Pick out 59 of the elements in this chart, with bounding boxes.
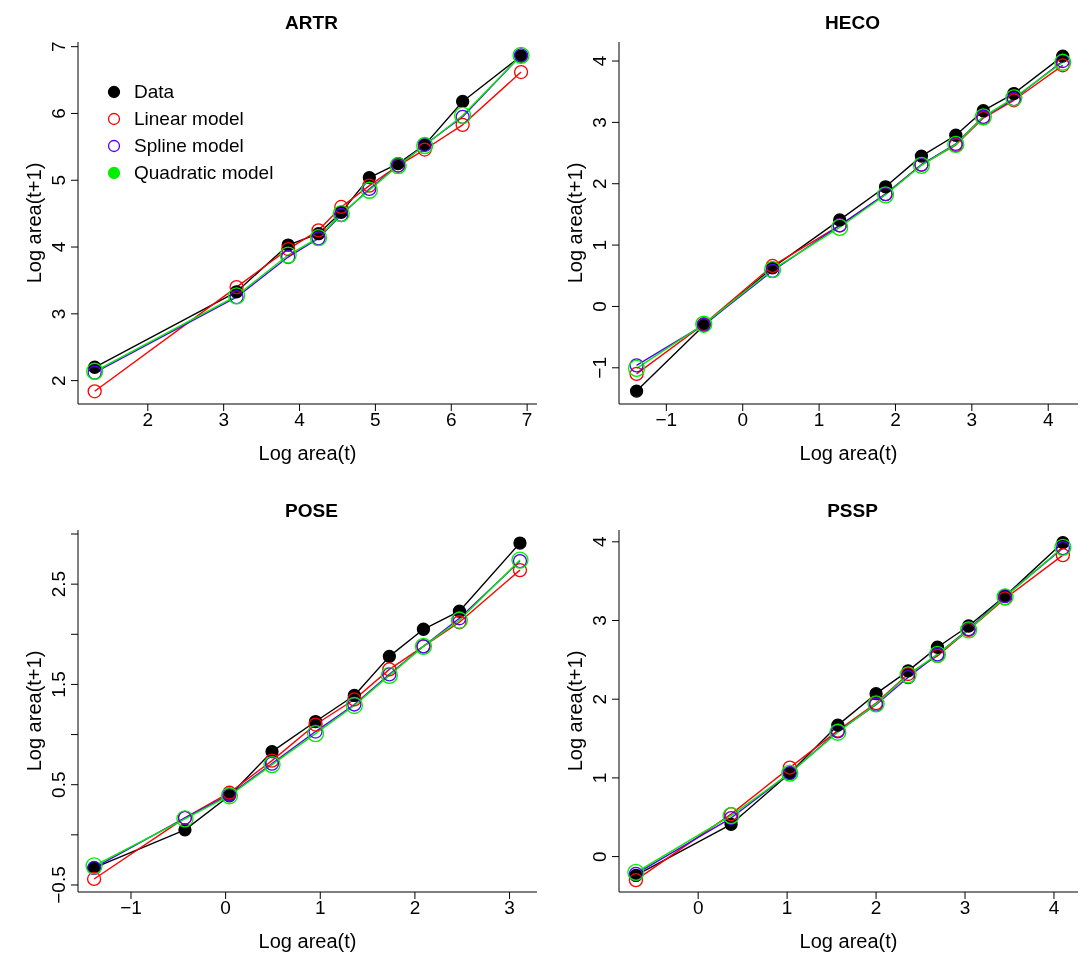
y-tick-label: 2 bbox=[589, 693, 610, 705]
y-tick-label: 0 bbox=[589, 851, 610, 862]
x-tick-label: 4 bbox=[1048, 897, 1060, 919]
y-tick-label: 1 bbox=[589, 239, 610, 251]
y-axis-title: Log area(t+1) bbox=[564, 162, 587, 284]
y-tick-label: 0.5 bbox=[48, 771, 69, 798]
x-tick-label: −1 bbox=[120, 897, 142, 919]
y-tick-label: 3 bbox=[589, 615, 610, 626]
y-tick-label: 5 bbox=[48, 174, 69, 186]
chart-title: ARTR bbox=[284, 12, 339, 34]
y-tick-label: 2 bbox=[589, 178, 610, 190]
y-axis-title: Log area(t+1) bbox=[564, 650, 587, 772]
x-tick-label: 3 bbox=[504, 897, 515, 919]
x-tick-label: 6 bbox=[445, 409, 457, 431]
chart-title: HECO bbox=[824, 12, 881, 34]
legend-label: Data bbox=[134, 80, 175, 104]
chart-title: POSE bbox=[284, 500, 339, 522]
x-tick-label: 3 bbox=[959, 897, 971, 919]
y-tick-label: 4 bbox=[589, 55, 610, 67]
x-tick-label: 0 bbox=[737, 409, 749, 431]
x-tick-label: 2 bbox=[142, 409, 154, 431]
y-tick-label: 7 bbox=[48, 41, 69, 52]
x-axis-title: Log area(t) bbox=[258, 442, 357, 464]
x-tick-label: 1 bbox=[813, 409, 825, 431]
y-tick-label: 1.5 bbox=[48, 671, 69, 698]
y-tick-label: 1 bbox=[589, 772, 610, 784]
y-axis-title: Log area(t+1) bbox=[23, 162, 46, 284]
x-tick-label: 3 bbox=[966, 409, 978, 431]
y-axis-title: Log area(t+1) bbox=[23, 650, 46, 772]
x-tick-label: −1 bbox=[655, 409, 678, 431]
x-tick-label: 0 bbox=[692, 897, 704, 919]
x-axis-title: Log area(t) bbox=[799, 930, 898, 952]
y-tick-label: 2.5 bbox=[48, 570, 69, 598]
y-tick-label: 4 bbox=[589, 536, 610, 548]
x-axis-title: Log area(t) bbox=[258, 930, 357, 952]
x-tick-label: 4 bbox=[1042, 409, 1054, 431]
legend-label: Spline model bbox=[134, 134, 244, 158]
x-tick-label: 2 bbox=[870, 897, 882, 919]
x-axis-title: Log area(t) bbox=[799, 442, 898, 464]
chart-title: PSSP bbox=[826, 500, 879, 522]
y-tick-label: 3 bbox=[589, 117, 610, 128]
y-tick-label: 4 bbox=[48, 241, 69, 253]
x-tick-label: 1 bbox=[314, 897, 326, 919]
y-tick-label: −1 bbox=[589, 356, 610, 379]
x-tick-label: 2 bbox=[890, 409, 901, 431]
x-tick-label: 5 bbox=[370, 409, 381, 431]
y-tick-label: 6 bbox=[48, 108, 69, 119]
x-tick-label: 1 bbox=[781, 897, 793, 919]
x-tick-label: 2 bbox=[409, 897, 421, 919]
x-tick-label: 0 bbox=[220, 897, 231, 919]
x-tick-label: 3 bbox=[218, 409, 229, 431]
legend-label: Quadratic model bbox=[134, 161, 274, 185]
x-tick-label: 4 bbox=[294, 409, 306, 431]
x-tick-label: 7 bbox=[521, 409, 533, 431]
y-tick-label: 0 bbox=[589, 301, 610, 312]
y-tick-label: 2 bbox=[48, 375, 69, 386]
y-tick-label: −0.5 bbox=[48, 866, 69, 904]
legend-label: Linear model bbox=[134, 107, 244, 131]
y-tick-label: 3 bbox=[48, 308, 69, 320]
